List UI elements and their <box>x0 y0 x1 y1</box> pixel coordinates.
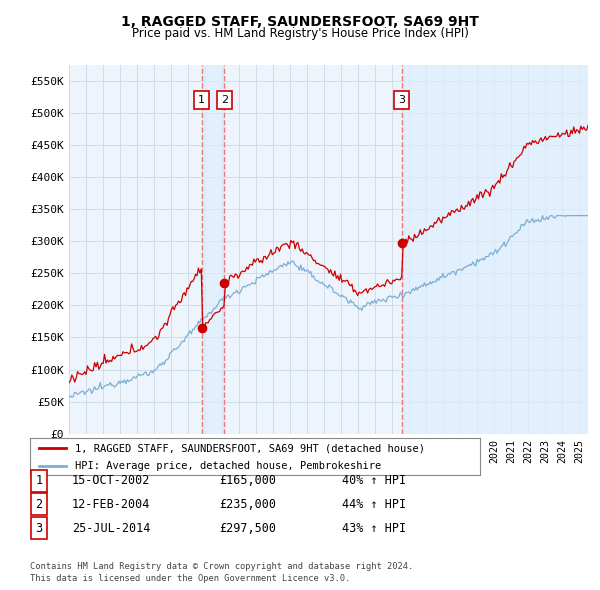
Text: 2: 2 <box>35 498 43 511</box>
Text: 3: 3 <box>398 95 406 105</box>
Bar <box>202 65 224 434</box>
Text: Contains HM Land Registry data © Crown copyright and database right 2024.: Contains HM Land Registry data © Crown c… <box>30 562 413 571</box>
Text: 12-FEB-2004: 12-FEB-2004 <box>72 498 151 511</box>
Text: 25-JUL-2014: 25-JUL-2014 <box>72 522 151 535</box>
Bar <box>402 65 588 434</box>
Text: HPI: Average price, detached house, Pembrokeshire: HPI: Average price, detached house, Pemb… <box>75 461 381 471</box>
Text: 15-OCT-2002: 15-OCT-2002 <box>72 474 151 487</box>
Text: 3: 3 <box>35 522 43 535</box>
Text: 2: 2 <box>221 95 228 105</box>
Text: This data is licensed under the Open Government Licence v3.0.: This data is licensed under the Open Gov… <box>30 574 350 583</box>
Text: Price paid vs. HM Land Registry's House Price Index (HPI): Price paid vs. HM Land Registry's House … <box>131 27 469 40</box>
Text: 1: 1 <box>198 95 205 105</box>
Text: 1, RAGGED STAFF, SAUNDERSFOOT, SA69 9HT (detached house): 1, RAGGED STAFF, SAUNDERSFOOT, SA69 9HT … <box>75 443 425 453</box>
Text: 1, RAGGED STAFF, SAUNDERSFOOT, SA69 9HT: 1, RAGGED STAFF, SAUNDERSFOOT, SA69 9HT <box>121 15 479 29</box>
Text: £235,000: £235,000 <box>219 498 276 511</box>
Text: £165,000: £165,000 <box>219 474 276 487</box>
Text: 43% ↑ HPI: 43% ↑ HPI <box>342 522 406 535</box>
Text: 40% ↑ HPI: 40% ↑ HPI <box>342 474 406 487</box>
Text: £297,500: £297,500 <box>219 522 276 535</box>
Text: 44% ↑ HPI: 44% ↑ HPI <box>342 498 406 511</box>
Text: 1: 1 <box>35 474 43 487</box>
